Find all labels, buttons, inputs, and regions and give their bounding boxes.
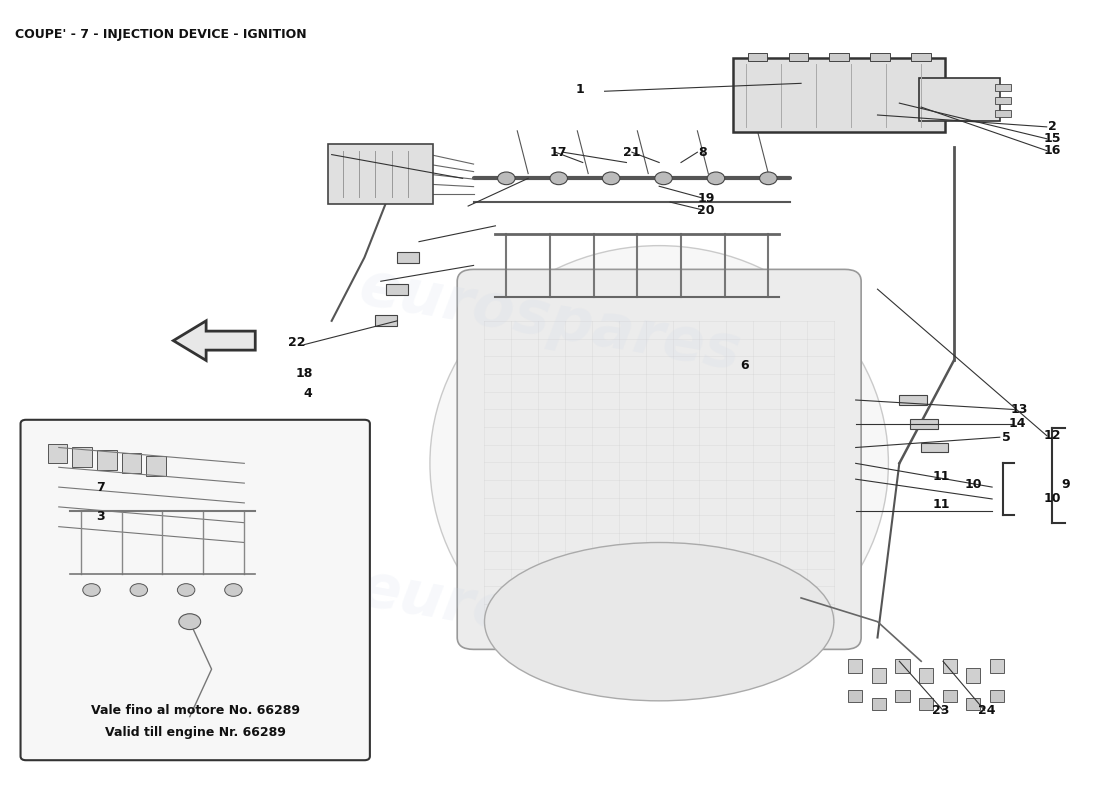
Bar — [921, 442, 948, 452]
Bar — [848, 690, 862, 702]
Bar — [73, 446, 92, 466]
Text: eurospares: eurospares — [138, 566, 253, 599]
Text: 16: 16 — [1044, 144, 1060, 157]
Circle shape — [760, 172, 777, 185]
Bar — [871, 668, 886, 682]
Text: eurospares: eurospares — [101, 553, 278, 611]
Ellipse shape — [430, 246, 889, 681]
Polygon shape — [174, 321, 255, 361]
Bar — [386, 284, 408, 294]
Circle shape — [130, 584, 147, 596]
Bar — [943, 659, 957, 673]
Bar — [829, 54, 849, 61]
Bar — [990, 659, 1004, 673]
Bar — [871, 698, 886, 710]
Bar — [375, 315, 397, 326]
Bar — [910, 419, 937, 429]
FancyBboxPatch shape — [329, 144, 433, 205]
Text: 7: 7 — [96, 481, 104, 494]
Text: 10: 10 — [965, 478, 982, 491]
Text: 11: 11 — [932, 470, 949, 483]
Bar — [996, 97, 1011, 104]
FancyBboxPatch shape — [21, 420, 370, 760]
Bar — [146, 456, 166, 476]
Text: 21: 21 — [623, 146, 640, 158]
Circle shape — [707, 172, 725, 185]
Circle shape — [550, 172, 568, 185]
Bar — [121, 453, 141, 473]
Bar — [900, 395, 926, 405]
Bar — [789, 54, 808, 61]
Text: 18: 18 — [296, 367, 314, 380]
Text: 20: 20 — [697, 203, 715, 217]
Text: 12: 12 — [1044, 429, 1060, 442]
Bar — [996, 110, 1011, 118]
Text: eurospares: eurospares — [354, 559, 746, 684]
Text: 17: 17 — [550, 146, 568, 158]
Text: 11: 11 — [932, 498, 949, 511]
Bar — [397, 252, 419, 263]
Text: Valid till engine Nr. 66289: Valid till engine Nr. 66289 — [104, 726, 286, 739]
Bar — [97, 450, 117, 470]
Bar — [996, 84, 1011, 91]
Text: 15: 15 — [1044, 132, 1060, 146]
Circle shape — [179, 614, 200, 630]
Bar — [848, 659, 862, 673]
Text: 13: 13 — [1011, 403, 1028, 416]
Bar — [943, 690, 957, 702]
Bar — [870, 54, 890, 61]
Bar — [990, 690, 1004, 702]
Bar — [918, 698, 933, 710]
Circle shape — [654, 172, 672, 185]
Text: 19: 19 — [697, 192, 715, 205]
Circle shape — [224, 584, 242, 596]
Ellipse shape — [484, 542, 834, 701]
Text: 14: 14 — [1009, 418, 1026, 430]
FancyBboxPatch shape — [458, 270, 861, 650]
Text: 5: 5 — [1002, 430, 1011, 444]
Circle shape — [177, 584, 195, 596]
Text: 9: 9 — [1062, 478, 1069, 491]
Text: eurospares: eurospares — [354, 258, 746, 383]
Bar — [748, 54, 767, 61]
Text: 6: 6 — [740, 359, 749, 373]
Text: 2: 2 — [1048, 120, 1056, 134]
FancyBboxPatch shape — [918, 78, 1000, 121]
Text: 8: 8 — [698, 146, 707, 158]
Text: 24: 24 — [978, 704, 996, 717]
Bar — [966, 668, 980, 682]
Bar — [47, 443, 67, 463]
Bar — [966, 698, 980, 710]
FancyBboxPatch shape — [734, 58, 945, 133]
Text: 10: 10 — [1044, 493, 1060, 506]
Circle shape — [82, 584, 100, 596]
Text: Vale fino al motore No. 66289: Vale fino al motore No. 66289 — [90, 704, 299, 717]
Bar — [918, 668, 933, 682]
Text: 3: 3 — [96, 510, 104, 523]
Bar — [895, 659, 910, 673]
Text: 4: 4 — [304, 387, 312, 400]
Text: 23: 23 — [932, 704, 949, 717]
Text: COUPE' - 7 - INJECTION DEVICE - IGNITION: COUPE' - 7 - INJECTION DEVICE - IGNITION — [15, 28, 307, 41]
Bar — [895, 690, 910, 702]
Text: 1: 1 — [575, 83, 584, 96]
Bar — [911, 54, 931, 61]
Circle shape — [603, 172, 620, 185]
Text: 22: 22 — [288, 336, 306, 349]
Circle shape — [497, 172, 515, 185]
